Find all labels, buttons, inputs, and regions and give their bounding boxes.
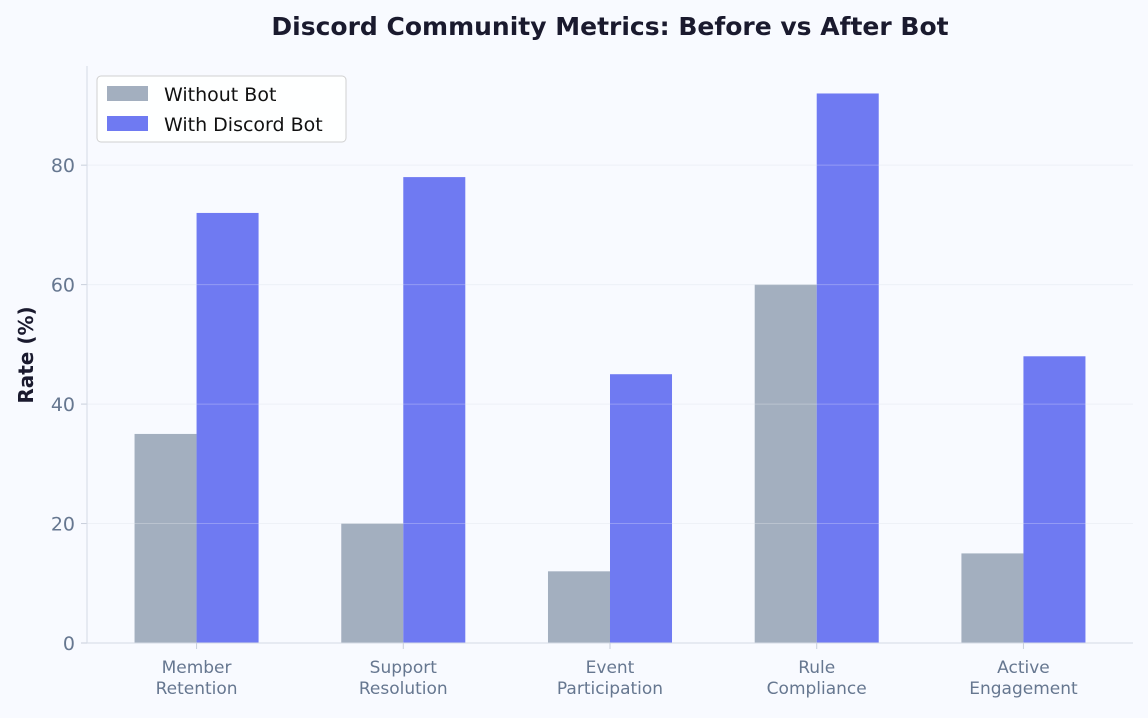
x-tick-label: Compliance (767, 679, 867, 699)
x-tick-label: Active (997, 658, 1050, 678)
bar-with-bot (610, 374, 673, 643)
x-tick-label: Member (162, 658, 232, 678)
legend-swatch (107, 86, 148, 101)
bar-without-bot (341, 523, 404, 643)
y-tick-label: 60 (51, 275, 75, 297)
chart-title: Discord Community Metrics: Before vs Aft… (271, 12, 948, 41)
y-tick-label: 40 (51, 394, 75, 416)
y-tick-label: 0 (63, 633, 75, 655)
bar-with-bot (816, 93, 879, 643)
y-axis-label: Rate (%) (14, 306, 38, 403)
bar-with-bot (196, 212, 259, 644)
x-tick-label: Resolution (359, 679, 448, 699)
x-tick-label: Participation (557, 679, 663, 699)
x-tick-label: Retention (156, 679, 238, 699)
bar-without-bot (961, 553, 1024, 643)
bar-without-bot (134, 433, 197, 643)
bar-without-bot (754, 284, 817, 643)
legend-swatch (107, 116, 148, 131)
x-tick-label: Engagement (969, 679, 1078, 699)
legend (96, 75, 347, 143)
bar-without-bot (547, 571, 610, 643)
x-tick-label: Support (370, 658, 438, 678)
x-tick-label: Event (586, 658, 635, 678)
bar-with-bot (403, 177, 466, 644)
legend-label: Without Bot (164, 84, 276, 106)
y-tick-label: 20 (51, 514, 75, 536)
legend-label: With Discord Bot (164, 114, 323, 136)
y-tick-label: 80 (51, 155, 75, 177)
bar-with-bot (1023, 356, 1086, 643)
x-tick-label: Rule (798, 658, 835, 678)
